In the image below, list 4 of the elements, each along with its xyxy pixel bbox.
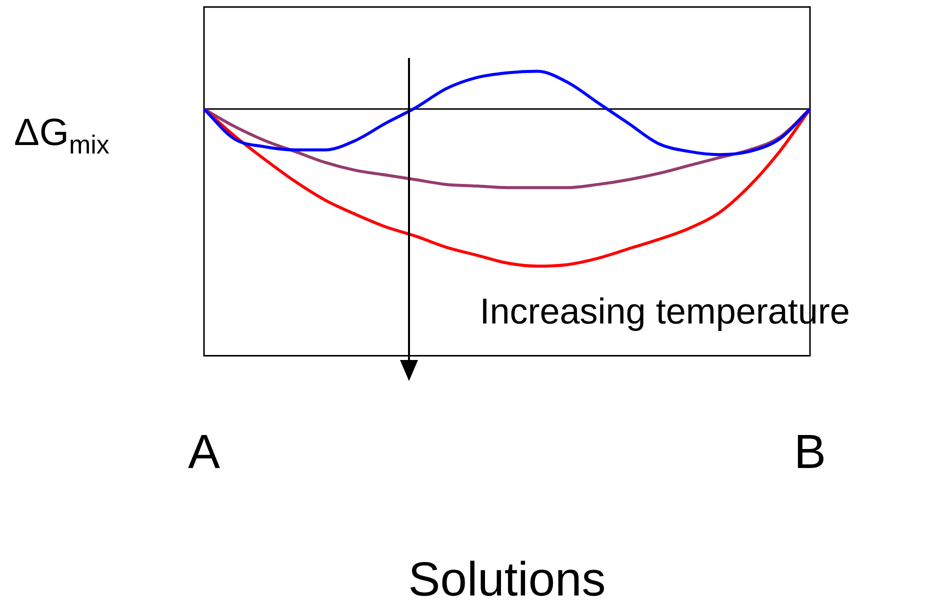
x-tick-label: B [794, 426, 826, 479]
y-axis-title: ΔG$_{mix}$ [14, 112, 110, 161]
x-axis-title: Solutions [408, 553, 606, 606]
x-tick-label: A [188, 426, 220, 479]
